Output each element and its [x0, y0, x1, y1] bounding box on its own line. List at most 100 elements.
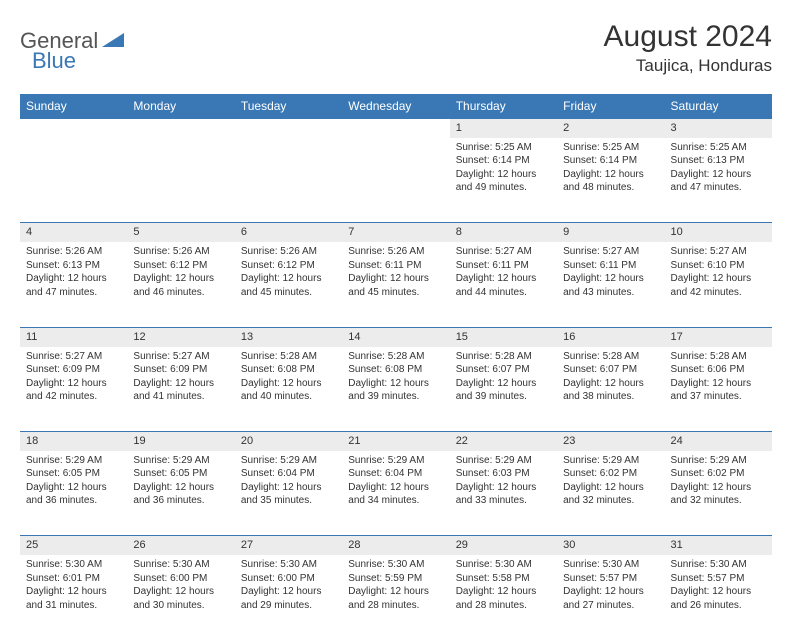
day-cell: Sunrise: 5:25 AMSunset: 6:14 PMDaylight:…	[450, 138, 557, 223]
day-number: 3	[665, 119, 772, 138]
sunset-label: Sunset: 6:11 PM	[348, 259, 443, 273]
d1-label: Daylight: 12 hours	[348, 585, 443, 599]
d1-label: Daylight: 12 hours	[241, 481, 336, 495]
day-cell: Sunrise: 5:30 AMSunset: 6:01 PMDaylight:…	[20, 555, 127, 640]
d1-label: Daylight: 12 hours	[563, 168, 658, 182]
sunset-label: Sunset: 6:03 PM	[456, 467, 551, 481]
d2-label: and 45 minutes.	[241, 286, 336, 300]
d1-label: Daylight: 12 hours	[26, 272, 121, 286]
day-cell: Sunrise: 5:25 AMSunset: 6:14 PMDaylight:…	[557, 138, 664, 223]
day-number: 2	[557, 119, 664, 138]
day-number: 27	[235, 536, 342, 555]
day-header: Tuesday	[235, 94, 342, 119]
day-number: 24	[665, 432, 772, 451]
day-number: 10	[665, 223, 772, 242]
header: General August 2024 Taujica, Honduras	[20, 20, 772, 76]
d2-label: and 47 minutes.	[26, 286, 121, 300]
day-cell: Sunrise: 5:29 AMSunset: 6:04 PMDaylight:…	[235, 451, 342, 536]
day-cell: Sunrise: 5:29 AMSunset: 6:05 PMDaylight:…	[127, 451, 234, 536]
day-cell	[342, 138, 449, 223]
d2-label: and 46 minutes.	[133, 286, 228, 300]
day-cell: Sunrise: 5:26 AMSunset: 6:12 PMDaylight:…	[127, 242, 234, 327]
sunrise-label: Sunrise: 5:27 AM	[671, 245, 766, 259]
day-header: Wednesday	[342, 94, 449, 119]
sunrise-label: Sunrise: 5:29 AM	[671, 454, 766, 468]
day-cell: Sunrise: 5:30 AMSunset: 6:00 PMDaylight:…	[127, 555, 234, 640]
day-number: 9	[557, 223, 664, 242]
d2-label: and 42 minutes.	[26, 390, 121, 404]
d2-label: and 35 minutes.	[241, 494, 336, 508]
day-header: Thursday	[450, 94, 557, 119]
d2-label: and 36 minutes.	[26, 494, 121, 508]
d1-label: Daylight: 12 hours	[563, 585, 658, 599]
detail-row: Sunrise: 5:25 AM Sunset: 6:14 PM Daylight:…	[20, 138, 772, 223]
day-cell: Sunrise: 5:30 AMSunset: 5:57 PMDaylight:…	[557, 555, 664, 640]
sunrise-label: Sunrise: 5:29 AM	[26, 454, 121, 468]
day-cell	[20, 138, 127, 223]
day-number: 18	[20, 432, 127, 451]
d2-label: and 39 minutes.	[456, 390, 551, 404]
d1-label: Daylight: 12 hours	[456, 377, 551, 391]
d1-label: Daylight: 12 hours	[671, 481, 766, 495]
day-cell	[127, 138, 234, 223]
d1-label: Daylight: 12 hours	[348, 481, 443, 495]
detail-row: Sunrise: 5:30 AMSunset: 6:01 PMDaylight:…	[20, 555, 772, 640]
d2-label: and 29 minutes.	[241, 599, 336, 613]
d1-label: Daylight: 12 hours	[671, 377, 766, 391]
sunrise-label: Sunrise: 5:29 AM	[456, 454, 551, 468]
sunset-label: Sunset: 6:14 PM	[456, 154, 551, 168]
sunset-label: Sunset: 6:11 PM	[456, 259, 551, 273]
daynum-row: 25262728293031	[20, 536, 772, 555]
d2-label: and 44 minutes.	[456, 286, 551, 300]
day-cell: Sunrise: 5:30 AMSunset: 6:00 PMDaylight:…	[235, 555, 342, 640]
day-number: 19	[127, 432, 234, 451]
day-number	[342, 119, 449, 138]
d2-label: and 36 minutes.	[133, 494, 228, 508]
d1-label: Daylight: 12 hours	[26, 481, 121, 495]
day-number: 11	[20, 327, 127, 346]
day-number: 6	[235, 223, 342, 242]
day-cell: Sunrise: 5:28 AMSunset: 6:06 PMDaylight:…	[665, 347, 772, 432]
sunset-label: Sunset: 6:05 PM	[133, 467, 228, 481]
sunrise-label: Sunrise: 5:28 AM	[241, 350, 336, 364]
day-number: 13	[235, 327, 342, 346]
d1-label: Daylight: 12 hours	[456, 272, 551, 286]
d1-label: Daylight: 12 hours	[671, 272, 766, 286]
sunrise-label: Sunrise: 5:26 AM	[241, 245, 336, 259]
day-number: 7	[342, 223, 449, 242]
d1-label: Daylight: 12 hours	[26, 377, 121, 391]
day-cell: Sunrise: 5:27 AMSunset: 6:09 PMDaylight:…	[127, 347, 234, 432]
d2-label: and 49 minutes.	[456, 181, 551, 195]
calendar-table: SundayMondayTuesdayWednesdayThursdayFrid…	[20, 94, 772, 640]
day-cell: Sunrise: 5:30 AMSunset: 5:59 PMDaylight:…	[342, 555, 449, 640]
sunset-label: Sunset: 6:08 PM	[348, 363, 443, 377]
sunrise-label: Sunrise: 5:26 AM	[26, 245, 121, 259]
sunrise-label: Sunrise: 5:29 AM	[241, 454, 336, 468]
sunrise-label: Sunrise: 5:25 AM	[671, 141, 766, 155]
sunset-label: Sunset: 6:04 PM	[348, 467, 443, 481]
day-number: 15	[450, 327, 557, 346]
sunrise-label: Sunrise: 5:28 AM	[348, 350, 443, 364]
sunset-label: Sunset: 6:00 PM	[133, 572, 228, 586]
d1-label: Daylight: 12 hours	[133, 585, 228, 599]
d1-label: Daylight: 12 hours	[241, 377, 336, 391]
day-number: 25	[20, 536, 127, 555]
d2-label: and 37 minutes.	[671, 390, 766, 404]
sunset-label: Sunset: 5:57 PM	[671, 572, 766, 586]
day-cell: Sunrise: 5:27 AMSunset: 6:10 PMDaylight:…	[665, 242, 772, 327]
day-cell: Sunrise: 5:29 AMSunset: 6:04 PMDaylight:…	[342, 451, 449, 536]
day-number	[235, 119, 342, 138]
logo-text-blue: Blue	[32, 48, 76, 73]
detail-row: Sunrise: 5:29 AM Sunset: 6:05 PM Daylight:…	[20, 451, 772, 536]
d2-label: and 38 minutes.	[563, 390, 658, 404]
d1-label: Daylight: 12 hours	[456, 481, 551, 495]
sunrise-label: Sunrise: 5:30 AM	[348, 558, 443, 572]
d2-label: and 32 minutes.	[671, 494, 766, 508]
daynum-row: 18192021222324	[20, 432, 772, 451]
sunset-label: Sunset: 6:12 PM	[241, 259, 336, 273]
location-label: Taujica, Honduras	[604, 56, 772, 76]
day-cell: Sunrise: 5:27 AMSunset: 6:11 PMDaylight:…	[557, 242, 664, 327]
d2-label: and 39 minutes.	[348, 390, 443, 404]
logo-triangle-icon	[102, 31, 124, 52]
sunset-label: Sunset: 6:11 PM	[563, 259, 658, 273]
